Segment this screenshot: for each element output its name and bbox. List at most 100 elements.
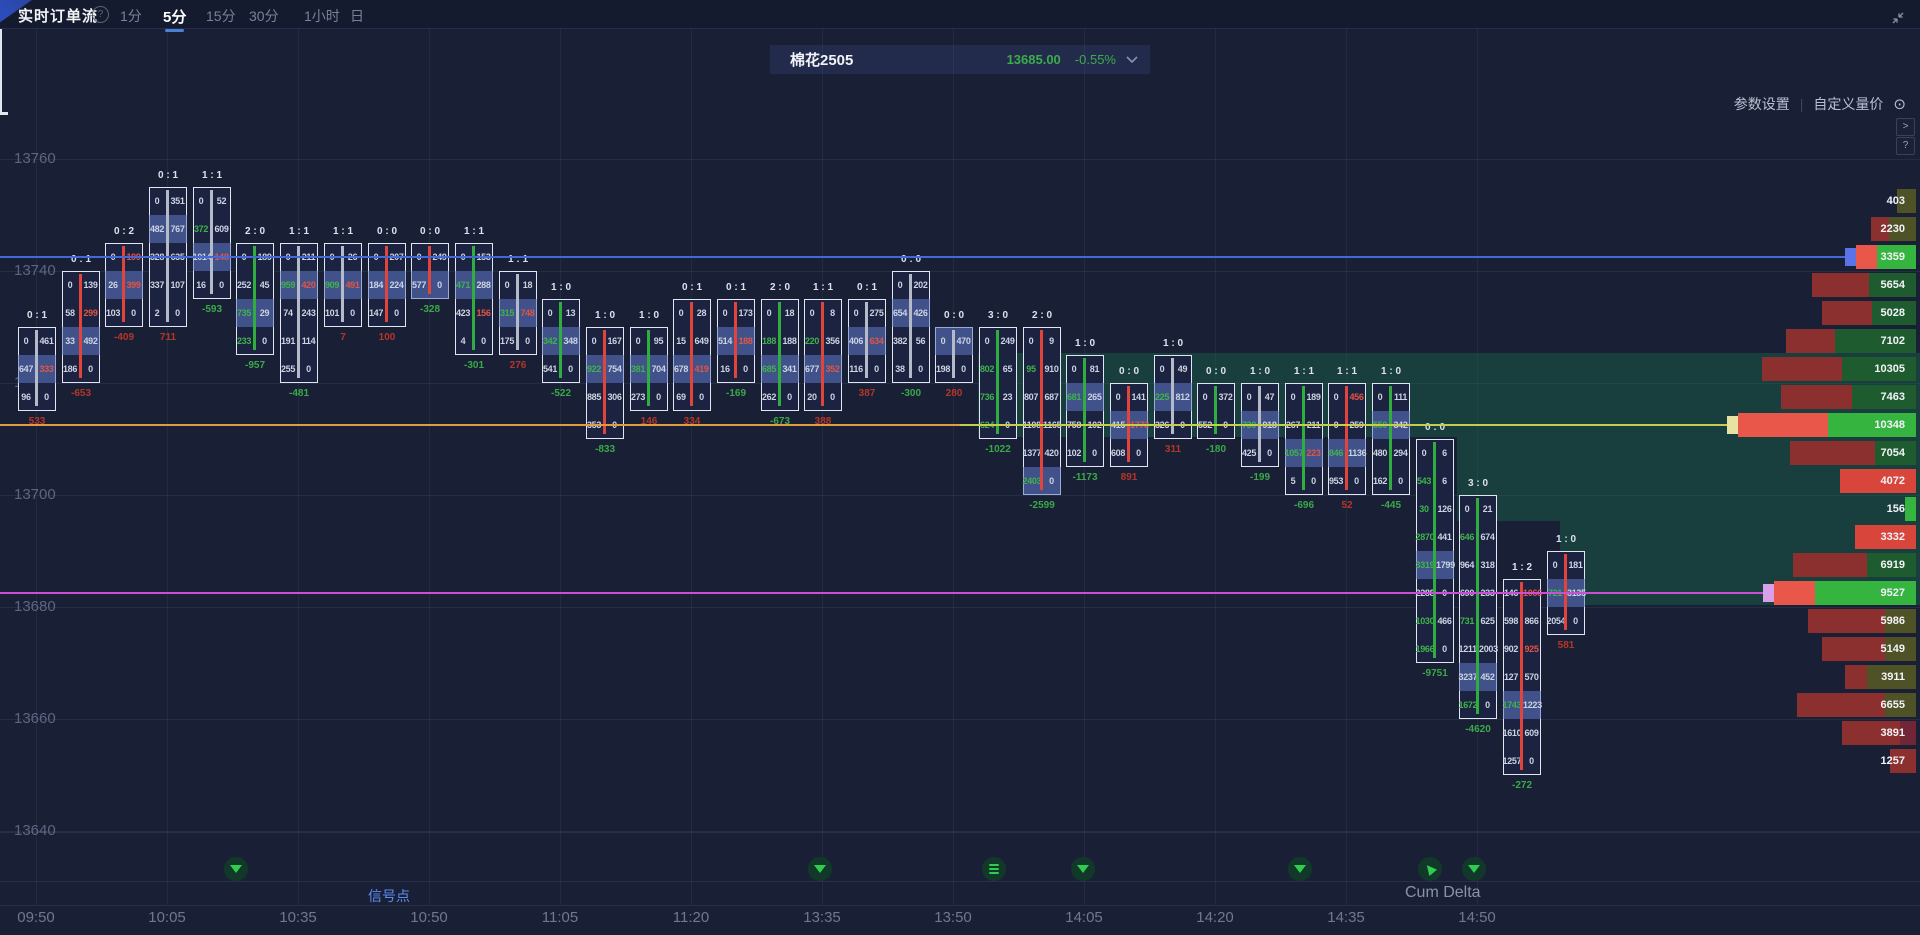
ask-volume-cell: 21	[1482, 503, 1493, 514]
bid-volume-cell: 598	[1503, 615, 1519, 626]
overlay-line-last-magenta	[0, 592, 1763, 594]
ask-volume-cell: 812	[1175, 391, 1190, 402]
bid-volume-cell: 188	[761, 335, 777, 346]
time-axis-label: 14:50	[1458, 909, 1496, 926]
bid-volume-cell: 0	[154, 195, 160, 206]
bid-volume-cell: 33	[65, 335, 75, 346]
profile-value: 5149	[1880, 643, 1905, 655]
bid-volume-cell: 423	[455, 307, 471, 318]
ask-volume-cell: 452	[1480, 671, 1495, 682]
profile-value: 4072	[1880, 475, 1905, 487]
candle-delta-line	[297, 246, 300, 378]
bid-volume-cell: 846	[1328, 447, 1344, 458]
signal-marker-triangle-down[interactable]	[808, 857, 832, 881]
bid-volume-cell: 0	[67, 279, 73, 290]
candle-delta-value: -9751	[1422, 668, 1448, 679]
ask-volume-cell: 6	[1442, 447, 1447, 458]
ask-volume-cell: 0	[1136, 447, 1141, 458]
candle-delta-value: -409	[113, 332, 135, 343]
tab-1分[interactable]: 1分	[120, 8, 142, 24]
footer-divider	[0, 905, 1920, 906]
bid-volume-cell: 807	[1023, 391, 1039, 402]
candle-delta-value: 280	[945, 388, 963, 399]
signal-marker-triangle-down[interactable]	[1288, 857, 1312, 881]
ask-volume-cell: 466	[1437, 615, 1452, 626]
imbalance-label: 0 : 0	[376, 226, 398, 237]
bid-volume-cell: 30	[1419, 503, 1429, 514]
ask-volume-cell: 65	[1002, 363, 1013, 374]
tab-日[interactable]: 日	[350, 8, 364, 24]
imbalance-label: 0 : 2	[113, 226, 135, 237]
profile-value: 3891	[1880, 727, 1905, 739]
bid-volume-cell: 337	[149, 279, 165, 290]
price-axis-label: 13660	[14, 710, 56, 727]
bid-volume-cell: 74	[283, 307, 293, 318]
profile-bar-segment	[1897, 189, 1916, 213]
price-gridline	[0, 607, 1920, 608]
profile-bar-segment	[1815, 581, 1916, 605]
param-settings-button[interactable]: 参数设置	[1733, 96, 1790, 112]
signal-point-label[interactable]: 信号点	[368, 888, 410, 904]
profile-bar-segment	[1877, 245, 1916, 269]
signal-marker-cursor[interactable]	[1418, 857, 1442, 881]
price-gridline	[0, 383, 1920, 384]
ask-volume-cell: 0	[88, 363, 93, 374]
footprint-candle: 0 28 15 649 678 419 69 0	[672, 299, 711, 411]
imbalance-label: 0 : 0	[900, 254, 922, 265]
bid-volume-cell: 685	[761, 363, 777, 374]
price-axis-label: 13700	[14, 486, 56, 503]
ask-volume-cell: 223	[1306, 447, 1321, 458]
signal-marker-stack[interactable]	[982, 857, 1006, 881]
bid-volume-cell: 0	[678, 307, 684, 318]
profile-bar-segment	[1842, 721, 1900, 745]
chevron-down-icon[interactable]	[1126, 56, 1138, 63]
help-icon[interactable]: ?	[92, 6, 109, 23]
custom-volume-price-button[interactable]: 自定义量价	[1813, 96, 1884, 112]
signal-marker-triangle-down[interactable]	[1071, 857, 1095, 881]
profile-value: 1257	[1880, 755, 1905, 767]
bid-volume-cell: 802	[979, 363, 995, 374]
bid-volume-cell: 0	[1377, 391, 1383, 402]
signal-marker-triangle-down[interactable]	[224, 857, 248, 881]
profile-bar-segment	[1840, 469, 1916, 493]
tab-1小时[interactable]: 1小时	[304, 8, 340, 24]
tab-15分[interactable]: 15分	[206, 8, 236, 24]
profile-value: 403	[1886, 195, 1905, 207]
candle-delta-line	[690, 302, 693, 406]
candle-delta-line	[865, 302, 868, 378]
footprint-candle: 0 275 406 634 116 0	[847, 299, 886, 383]
time-axis-label: 10:35	[279, 909, 317, 926]
bid-volume-cell: 147	[368, 307, 384, 318]
ask-volume-cell: 687	[1044, 391, 1059, 402]
bid-volume-cell: 0	[547, 307, 553, 318]
instrument-name: 棉花2505	[790, 52, 854, 69]
signal-marker-triangle-down[interactable]	[1462, 857, 1486, 881]
triangle-down-icon	[230, 865, 242, 873]
tab-30分[interactable]: 30分	[249, 8, 279, 24]
profile-bar-segment	[1790, 441, 1875, 465]
imbalance-label: 0 : 1	[157, 170, 179, 181]
panel-help-button[interactable]: ?	[1896, 137, 1915, 155]
tab-5分[interactable]: 5分	[163, 6, 186, 32]
ask-volume-cell: 0	[525, 335, 530, 346]
ask-volume-cell: 0	[175, 307, 180, 318]
ask-volume-cell: 0	[830, 391, 835, 402]
panel-expand-button[interactable]: >	[1896, 118, 1915, 136]
ask-volume-cell: 609	[1524, 727, 1539, 738]
candle-delta-value: -833	[594, 444, 616, 455]
bid-volume-cell: 69	[676, 391, 686, 402]
bid-volume-cell: 103	[105, 307, 121, 318]
candle-delta-line	[122, 246, 125, 322]
collapse-icon[interactable]	[1890, 10, 1906, 31]
ask-volume-cell: 456	[1349, 391, 1364, 402]
instrument-selector[interactable]: 棉花2505 13685.00 -0.55%	[770, 45, 1150, 74]
footprint-candle: 0816812657581021020	[1065, 355, 1104, 467]
target-settings-icon[interactable]: ⊙	[1893, 96, 1906, 113]
ask-volume-cell: 674	[1480, 531, 1495, 542]
ask-volume-cell: 188	[782, 335, 797, 346]
imbalance-label: 0 : 0	[943, 310, 965, 321]
imbalance-label: 2 : 0	[1031, 310, 1053, 321]
candle-delta-line	[734, 302, 737, 378]
triangle-down-icon	[1294, 865, 1306, 873]
imbalance-label: 1 : 1	[463, 226, 485, 237]
